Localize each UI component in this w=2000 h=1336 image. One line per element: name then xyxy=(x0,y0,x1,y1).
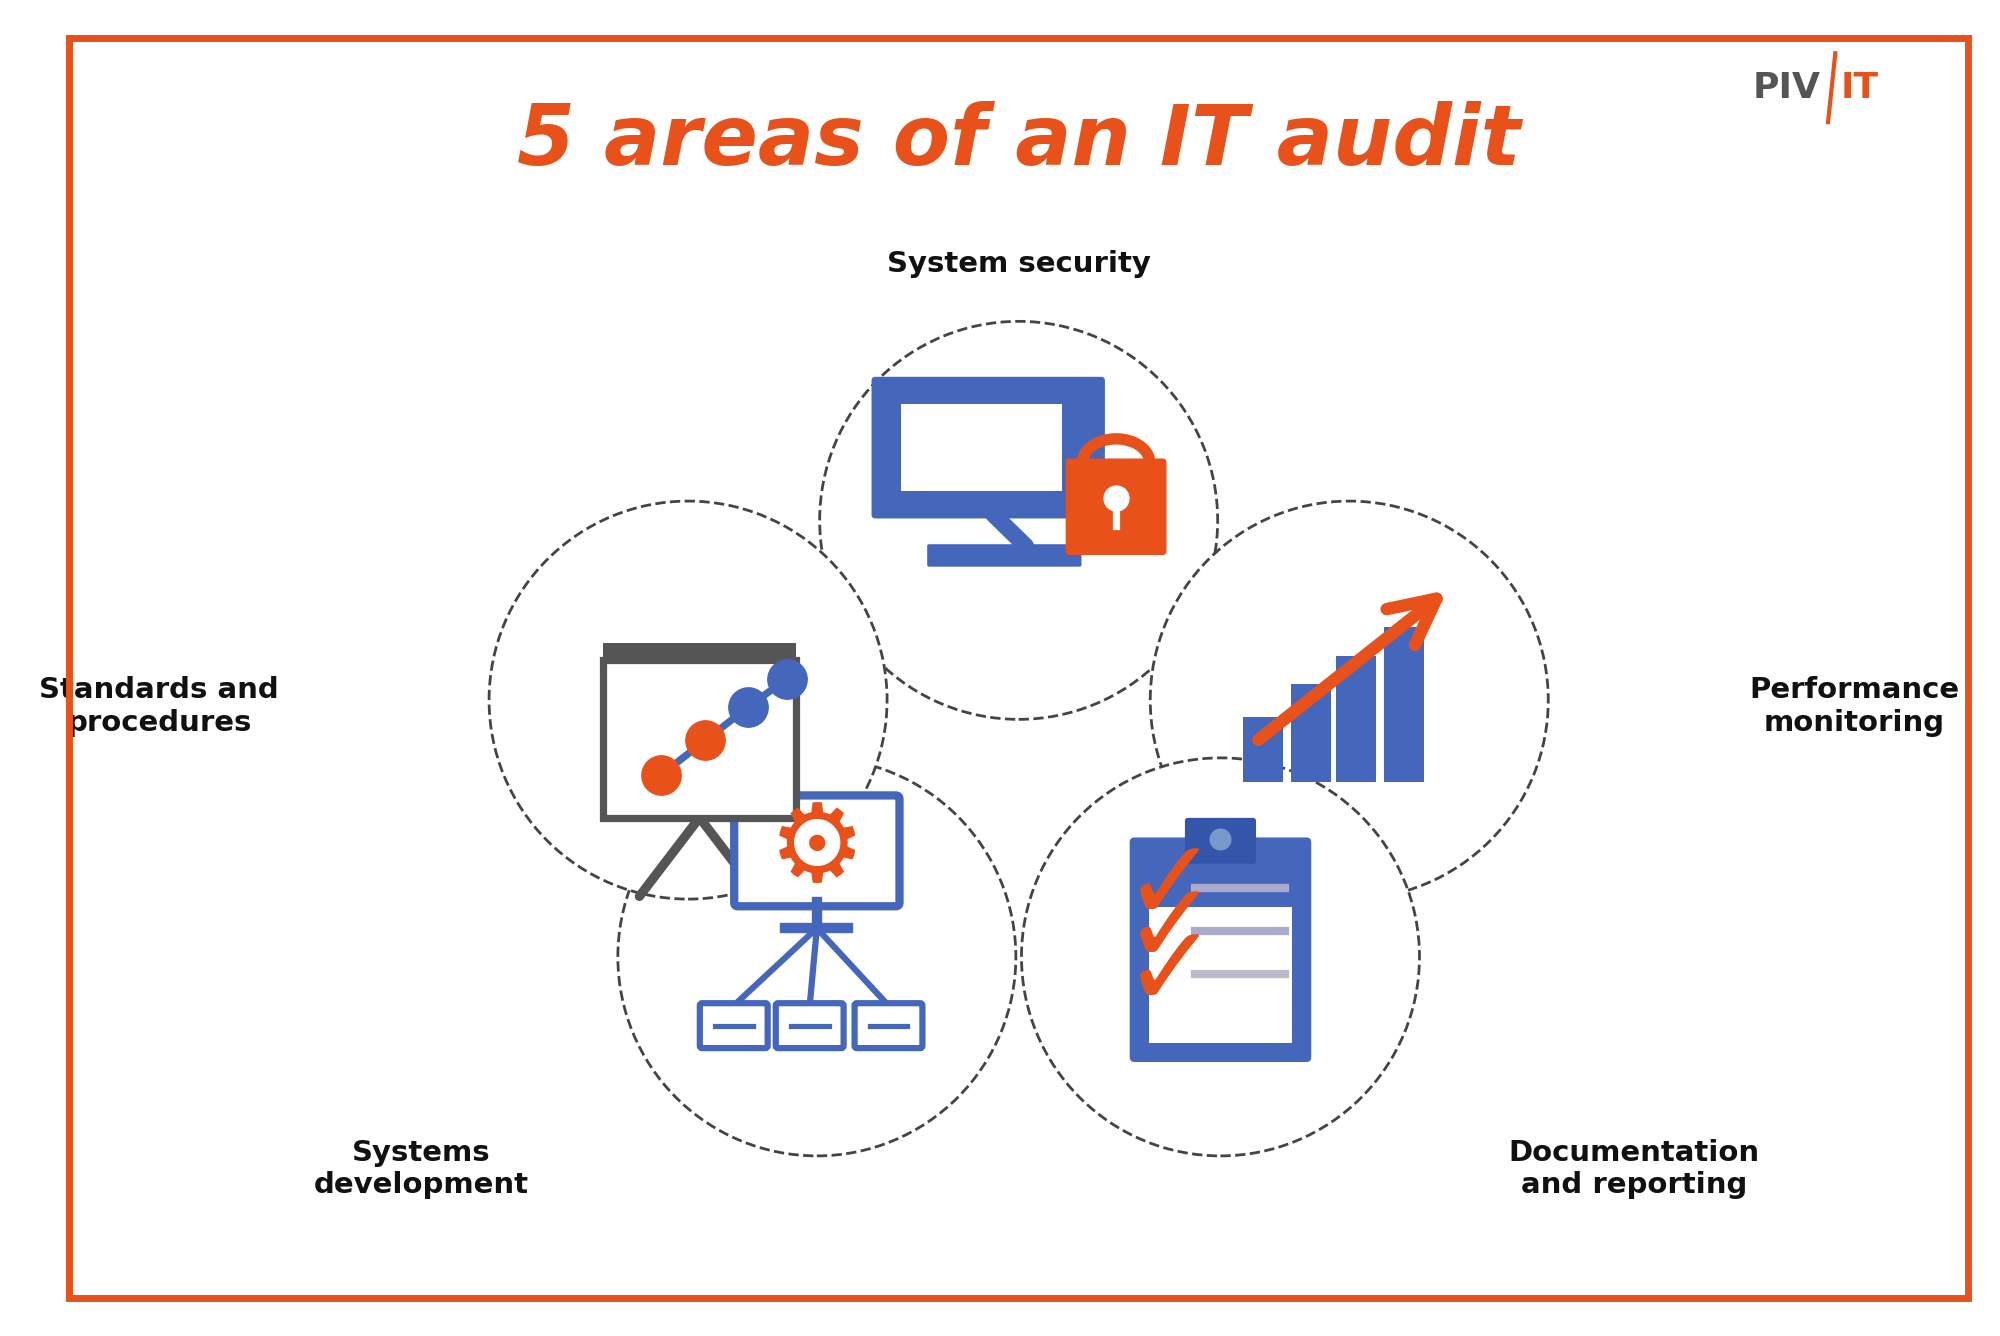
FancyBboxPatch shape xyxy=(872,377,1104,518)
Circle shape xyxy=(1022,758,1420,1156)
Text: 5 areas of an IT audit: 5 areas of an IT audit xyxy=(516,102,1520,182)
Text: IT: IT xyxy=(1840,71,1878,104)
Text: Documentation
and reporting: Documentation and reporting xyxy=(1508,1138,1760,1198)
Text: ✓: ✓ xyxy=(1122,919,1218,1030)
FancyBboxPatch shape xyxy=(734,795,900,906)
FancyBboxPatch shape xyxy=(1130,838,1312,1062)
Text: ⚙: ⚙ xyxy=(768,798,866,904)
Text: System security: System security xyxy=(886,250,1150,278)
Bar xyxy=(1384,627,1424,782)
FancyBboxPatch shape xyxy=(1066,458,1166,554)
Text: PIV: PIV xyxy=(1754,71,1822,104)
Text: Performance
monitoring: Performance monitoring xyxy=(1750,676,1960,736)
FancyBboxPatch shape xyxy=(928,544,1082,566)
Text: Standards and
procedures: Standards and procedures xyxy=(38,676,278,736)
FancyBboxPatch shape xyxy=(776,1003,844,1049)
FancyBboxPatch shape xyxy=(854,1003,922,1049)
FancyBboxPatch shape xyxy=(902,405,1062,490)
Text: ✓: ✓ xyxy=(1122,832,1218,943)
Bar xyxy=(602,643,796,660)
Bar xyxy=(1290,684,1330,782)
Circle shape xyxy=(618,758,1016,1156)
Circle shape xyxy=(1150,501,1548,899)
FancyBboxPatch shape xyxy=(1184,818,1256,864)
FancyBboxPatch shape xyxy=(700,1003,768,1049)
Circle shape xyxy=(490,501,888,899)
Bar xyxy=(1336,656,1376,782)
Bar xyxy=(1244,717,1284,782)
Bar xyxy=(602,660,796,818)
Circle shape xyxy=(820,322,1218,719)
Text: Systems
development: Systems development xyxy=(314,1138,528,1198)
FancyBboxPatch shape xyxy=(1148,907,1292,1043)
Text: ✓: ✓ xyxy=(1122,875,1218,986)
